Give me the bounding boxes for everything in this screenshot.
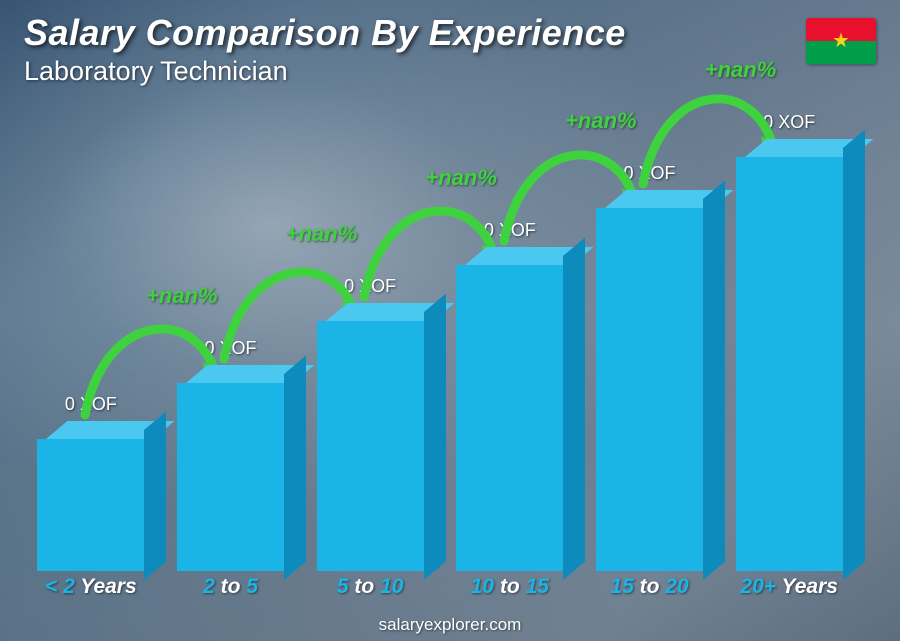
bar [596, 208, 703, 571]
x-axis-tick: 2 to 5 [170, 575, 292, 611]
bar [736, 157, 843, 571]
page-title: Salary Comparison By Experience [24, 12, 876, 54]
bar-value-label: 0 XOF [763, 112, 815, 133]
bar-side [144, 412, 166, 580]
x-axis-tick: 10 to 15 [449, 575, 571, 611]
bar-group: 0 XOF0 XOF+nan%0 XOF+nan%0 XOF+nan%0 XOF… [30, 100, 850, 571]
bar-slot: 0 XOF+nan% [728, 100, 850, 571]
pct-change-label: +nan% [705, 57, 777, 83]
bar-front [177, 383, 284, 571]
bar-front [596, 208, 703, 571]
x-axis-tick: < 2 Years [30, 575, 152, 611]
footer-attribution: salaryexplorer.com [0, 615, 900, 635]
x-axis: < 2 Years 2 to 5 5 to 10 10 to 15 15 to 20 20… [30, 575, 850, 611]
bar-side [843, 129, 865, 580]
bar-front [317, 321, 424, 571]
bar-chart: 0 XOF0 XOF+nan%0 XOF+nan%0 XOF+nan%0 XOF… [30, 100, 850, 571]
pct-change-label: +nan% [565, 108, 637, 134]
bar-side [424, 294, 446, 580]
bar-slot: 0 XOF+nan% [589, 100, 711, 571]
bar-slot: 0 XOF+nan% [309, 100, 431, 571]
bar-value-label: 0 XOF [204, 338, 256, 359]
bar-front [736, 157, 843, 571]
bar-front [456, 265, 563, 571]
x-axis-tick: 5 to 10 [309, 575, 431, 611]
bar-side [563, 237, 585, 580]
pct-change-label: +nan% [286, 221, 358, 247]
bar [317, 321, 424, 571]
bar-slot: 0 XOF+nan% [449, 100, 571, 571]
bar-side [284, 355, 306, 580]
bar-side [703, 181, 725, 580]
pct-change-label: +nan% [425, 165, 497, 191]
bar-value-label: 0 XOF [65, 394, 117, 415]
x-axis-tick: 20+ Years [728, 575, 850, 611]
bar [37, 439, 144, 571]
x-axis-tick: 15 to 20 [589, 575, 711, 611]
bar [177, 383, 284, 571]
bar-front [37, 439, 144, 571]
bar-value-label: 0 XOF [344, 276, 396, 297]
bar-value-label: 0 XOF [624, 163, 676, 184]
bar-slot: 0 XOF+nan% [170, 100, 292, 571]
pct-change-label: +nan% [146, 283, 218, 309]
flag-burkina-faso: ★ [806, 18, 876, 64]
bar-value-label: 0 XOF [484, 220, 536, 241]
flag-star-icon: ★ [832, 31, 850, 51]
bar-slot: 0 XOF [30, 100, 152, 571]
bar [456, 265, 563, 571]
